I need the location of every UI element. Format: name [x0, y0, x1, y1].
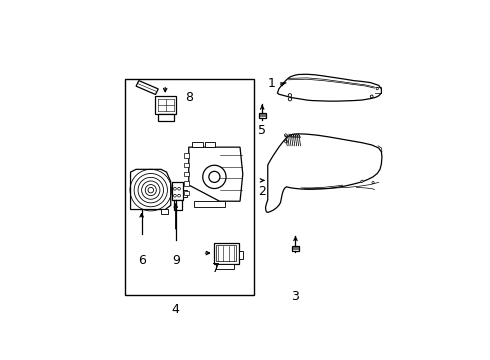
- Polygon shape: [130, 169, 171, 210]
- Text: 1: 1: [268, 77, 276, 90]
- Circle shape: [372, 181, 374, 184]
- Circle shape: [284, 134, 287, 136]
- Text: 8: 8: [185, 91, 193, 104]
- Bar: [125, 79, 254, 296]
- Bar: [195, 201, 225, 207]
- Bar: [217, 245, 236, 261]
- Circle shape: [288, 94, 292, 97]
- Polygon shape: [266, 134, 382, 212]
- Circle shape: [203, 165, 226, 189]
- Bar: [184, 153, 189, 158]
- Text: 9: 9: [172, 254, 180, 267]
- Bar: [214, 243, 239, 264]
- Bar: [184, 191, 189, 195]
- Bar: [161, 209, 168, 214]
- Circle shape: [376, 87, 378, 90]
- Bar: [239, 251, 243, 260]
- Circle shape: [288, 98, 292, 101]
- Circle shape: [173, 194, 176, 197]
- Text: 4: 4: [171, 303, 179, 316]
- Bar: [155, 96, 176, 114]
- Text: 3: 3: [292, 290, 299, 303]
- Bar: [259, 113, 266, 118]
- Bar: [172, 182, 183, 200]
- Polygon shape: [277, 74, 381, 101]
- Bar: [183, 190, 187, 197]
- Polygon shape: [136, 81, 158, 94]
- Bar: [192, 142, 203, 147]
- Circle shape: [173, 187, 176, 190]
- Bar: [184, 181, 189, 186]
- Circle shape: [178, 194, 180, 197]
- Circle shape: [370, 95, 373, 98]
- Polygon shape: [189, 147, 243, 201]
- Circle shape: [285, 140, 288, 143]
- Circle shape: [178, 187, 180, 190]
- Bar: [205, 142, 215, 147]
- Bar: [292, 246, 299, 251]
- Text: 2: 2: [258, 185, 266, 198]
- Bar: [184, 172, 189, 176]
- Bar: [158, 114, 173, 121]
- Bar: [217, 264, 235, 269]
- Text: 7: 7: [212, 262, 220, 275]
- Text: 6: 6: [138, 254, 146, 267]
- Bar: [184, 163, 189, 167]
- Bar: [173, 200, 182, 210]
- Text: 5: 5: [258, 124, 266, 137]
- Circle shape: [209, 171, 220, 183]
- Circle shape: [361, 180, 363, 183]
